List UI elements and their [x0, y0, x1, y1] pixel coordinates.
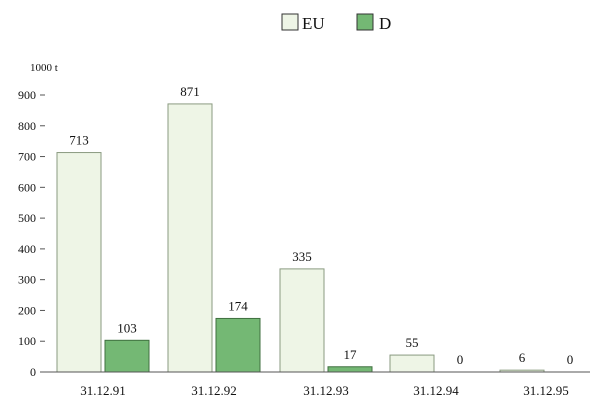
legend-label-eu: EU: [302, 14, 325, 33]
x-tick-label-31.12.91: 31.12.91: [80, 383, 126, 398]
data-label-eu-31.12.91: 713: [69, 133, 89, 148]
y-tick-label-400: 400: [18, 242, 36, 256]
data-label-d-31.12.91: 103: [117, 320, 137, 335]
data-label-eu-31.12.93: 335: [292, 249, 312, 264]
data-label-d-31.12.95: 0: [567, 352, 574, 367]
legend-swatch-eu: [281, 13, 299, 31]
bar-eu-31.12.94: [389, 354, 435, 373]
x-axis-ticks: 31.12.91 31.12.92 31.12.93 31.12.94 31.12.95: [80, 383, 569, 398]
bar-d-31.12.91: [104, 339, 150, 373]
y-tick-label-600: 600: [18, 180, 36, 194]
y-tick-label-900: 900: [18, 88, 36, 102]
y-tick-label-700: 700: [18, 150, 36, 164]
data-label-d-31.12.94: 0: [457, 352, 464, 367]
y-tick-label-200: 200: [18, 303, 36, 317]
data-label-eu-31.12.92: 871: [180, 84, 200, 99]
x-tick-label-31.12.94: 31.12.94: [413, 383, 459, 398]
y-tick-label-100: 100: [18, 334, 36, 348]
x-tick-label-31.12.92: 31.12.92: [191, 383, 237, 398]
y-tick-label-800: 800: [18, 119, 36, 133]
y-tick-label-0: 0: [30, 365, 36, 379]
data-label-d-31.12.93: 17: [344, 347, 358, 362]
data-label-eu-31.12.94: 55: [406, 335, 419, 350]
data-label-d-31.12.92: 174: [228, 298, 248, 313]
data-label-eu-31.12.95: 6: [519, 350, 526, 365]
x-tick-label-31.12.93: 31.12.93: [303, 383, 349, 398]
bar-eu-31.12.93: [279, 268, 325, 373]
x-tick-label-31.12.95: 31.12.95: [523, 383, 569, 398]
legend: EU D: [281, 13, 391, 33]
y-tick-label-300: 300: [18, 273, 36, 287]
y-tick-label-500: 500: [18, 211, 36, 225]
data-labels: 713 103 871 174 335 17 55 0 6 0: [69, 84, 573, 367]
y-axis-ticks: 0 100 200 300 400 500 600 700 800 900: [18, 88, 45, 379]
bar-eu-31.12.92: [167, 103, 213, 373]
y-axis-unit-label: 1000 t: [30, 62, 58, 74]
bar-d-31.12.93: [327, 366, 373, 373]
legend-swatch-d: [356, 13, 374, 31]
bar-eu-31.12.91: [56, 152, 102, 373]
bar-d-31.12.92: [215, 317, 261, 373]
legend-label-d: D: [379, 14, 391, 33]
